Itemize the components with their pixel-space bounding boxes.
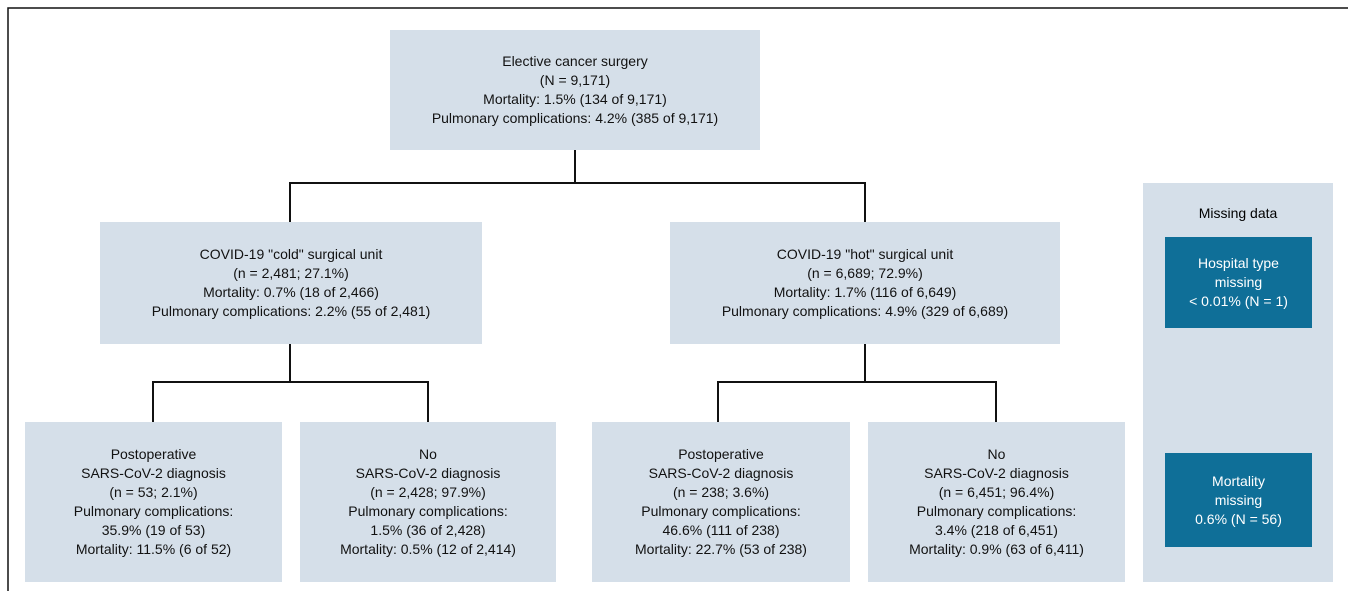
node-text: Elective cancer surgery	[502, 53, 648, 69]
node-text: Pulmonary complications: 4.9% (329 of 6,…	[721, 303, 1009, 319]
node-text: Postoperative	[110, 446, 197, 462]
node-text: (n = 2,428; 97.9%)	[370, 484, 486, 500]
node-text: Pulmonary complications:	[641, 503, 801, 519]
node-text: missing	[1214, 491, 1263, 508]
connector	[289, 182, 866, 222]
node-text: 3.4% (218 of 6,451)	[935, 522, 1058, 538]
node-text: Postoperative	[678, 446, 764, 462]
node-text: SARS-CoV-2 diagnosis	[355, 465, 501, 481]
hot-node: COVID-19 "hot" surgical unit (n = 6,689; …	[670, 222, 1060, 344]
node-text: COVID-19 "hot" surgical unit	[776, 246, 954, 262]
node-text: Mortality: 0.9% (63 of 6,411)	[909, 541, 1084, 557]
node-text: (n = 6,689; 72.9%)	[807, 265, 923, 281]
root-node: Elective cancer surgery (N = 9,171) Mortal…	[390, 30, 760, 150]
node-text: Mortality: 1.5% (134 of 9,171)	[483, 91, 667, 107]
missing-title: Missing data	[1198, 205, 1278, 221]
connector	[717, 381, 997, 422]
leaf-node: Postoperative SARS-CoV-2 diagnosis (n = 23…	[592, 422, 850, 582]
node-text: (N = 9,171)	[539, 72, 611, 88]
connector	[152, 381, 429, 422]
node-text: Pulmonary complications:	[73, 503, 234, 519]
leaf-node: No SARS-CoV-2 diagnosis (n = 2,428; 97.9%)…	[300, 422, 556, 582]
node-text: (n = 238; 3.6%)	[672, 484, 770, 500]
node-text: No	[419, 446, 437, 462]
leaf-node: No SARS-CoV-2 diagnosis (n = 6,451; 96.4%)…	[868, 422, 1125, 582]
missing-box: Mortality missing 0.6% (N = 56)	[1165, 453, 1312, 547]
node-text: Pulmonary complications:	[348, 503, 508, 519]
node-text: Mortality: 1.7% (116 of 6,649)	[773, 284, 957, 300]
node-text: (n = 53; 2.1%)	[109, 484, 198, 500]
node-text: (n = 2,481; 27.1%)	[233, 265, 349, 281]
node-text: Pulmonary complications: 4.2% (385 of 9,…	[431, 110, 719, 126]
node-text: (n = 6,451; 96.4%)	[938, 484, 1055, 500]
node-text: SARS-CoV-2 diagnosis	[924, 465, 1069, 481]
node-text: Mortality: 11.5% (6 of 52)	[75, 541, 232, 557]
node-text: Hospital type	[1198, 255, 1279, 271]
node-text: Pulmonary complications: 2.2% (55 of 2,4…	[151, 303, 431, 319]
missing-panel: Missing data Hospital type missing < 0.01%…	[1143, 183, 1333, 582]
node-text: 1.5% (36 of 2,428)	[370, 522, 486, 538]
node-text: missing	[1214, 274, 1263, 290]
missing-box: Hospital type missing < 0.01% (N = 1)	[1165, 237, 1312, 328]
node-text: No	[987, 446, 1006, 462]
node-text: 35.9% (19 of 53)	[101, 522, 206, 538]
node-text: 0.6% (N = 56)	[1195, 510, 1282, 527]
node-text: 46.6% (111 of 238)	[662, 522, 780, 538]
node-text: SARS-CoV-2 diagnosis	[648, 465, 794, 481]
node-text: Mortality: 22.7% (53 of 238)	[635, 541, 807, 557]
node-text: Mortality	[1212, 472, 1265, 489]
node-text: COVID-19 "cold" surgical unit	[199, 246, 383, 262]
cold-node: COVID-19 "cold" surgical unit (n = 2,481;…	[100, 222, 482, 344]
node-text: Pulmonary complications:	[916, 503, 1077, 519]
frame	[7, 7, 1348, 591]
node-text: SARS-CoV-2 diagnosis	[81, 465, 226, 481]
node-text: Mortality: 0.5% (12 of 2,414)	[340, 541, 516, 557]
node-text: Mortality: 0.7% (18 of 2,466)	[203, 284, 379, 300]
leaf-node: Postoperative SARS-CoV-2 diagnosis (n = 53…	[25, 422, 282, 582]
node-text: < 0.01% (N = 1)	[1189, 293, 1288, 309]
